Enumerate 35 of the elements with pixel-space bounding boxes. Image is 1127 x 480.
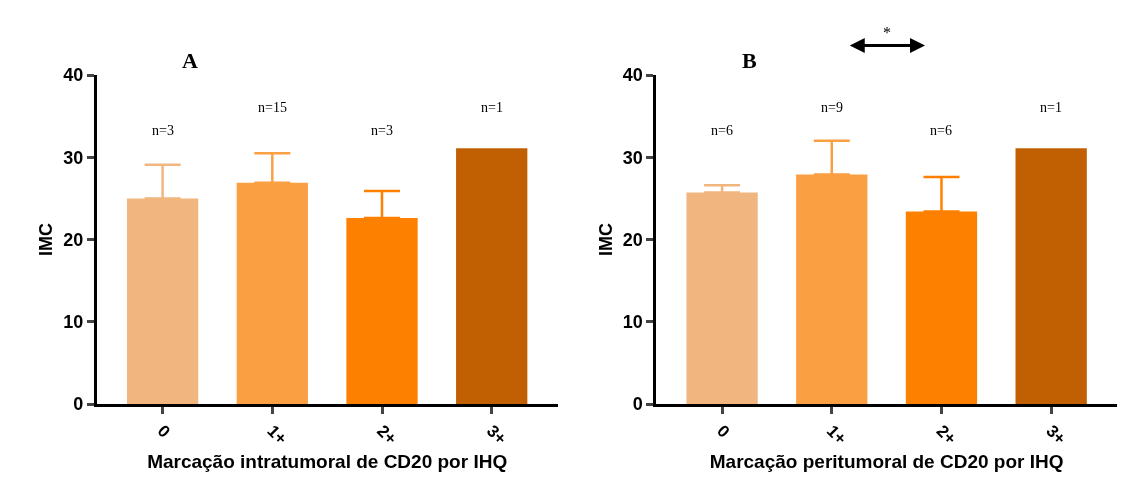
y-tick-label: 10 bbox=[622, 312, 643, 333]
annotation: n=3 bbox=[371, 123, 393, 138]
x-axis-title: Marcação intratumoral de CD20 por IHQ bbox=[147, 451, 508, 473]
y-tick-label: 30 bbox=[622, 147, 643, 168]
text: A bbox=[182, 48, 198, 73]
x-tick-label: 0 bbox=[713, 421, 734, 442]
annotation: n=15 bbox=[258, 100, 287, 115]
x-tick-label: 3+ bbox=[482, 421, 511, 449]
bar bbox=[456, 148, 528, 404]
y-tick-label: 30 bbox=[63, 147, 84, 168]
x-tick-label: 2+ bbox=[373, 421, 401, 449]
annotation: n=9 bbox=[821, 100, 843, 115]
text: B bbox=[742, 48, 757, 73]
x-axis-title: Marcação peritumoral de CD20 por IHQ bbox=[709, 451, 1064, 473]
y-tick-label: 40 bbox=[622, 65, 643, 86]
y-axis-title: IMC bbox=[36, 223, 57, 256]
annotation: n=1 bbox=[1040, 100, 1062, 115]
annotation: n=1 bbox=[481, 100, 503, 115]
annotation: n=6 bbox=[930, 123, 952, 138]
annotation: n=3 bbox=[152, 123, 174, 138]
annotation: n=6 bbox=[711, 123, 733, 138]
y-tick-label: 40 bbox=[63, 65, 84, 86]
x-tick-label: 1+ bbox=[263, 421, 291, 449]
y-tick-label: 20 bbox=[622, 229, 643, 250]
x-tick-label: 3+ bbox=[1042, 421, 1070, 449]
bar bbox=[1015, 148, 1087, 404]
y-tick-label: 0 bbox=[632, 394, 643, 415]
y-tick-label: 0 bbox=[73, 394, 84, 415]
y-tick-label: 10 bbox=[63, 312, 84, 333]
x-tick-label: 0 bbox=[153, 421, 174, 442]
y-axis-title: IMC bbox=[595, 223, 616, 256]
text: * bbox=[883, 24, 891, 41]
x-tick-label: 1+ bbox=[822, 421, 851, 449]
x-tick-label: 2+ bbox=[932, 421, 960, 449]
y-tick-label: 20 bbox=[63, 229, 84, 250]
